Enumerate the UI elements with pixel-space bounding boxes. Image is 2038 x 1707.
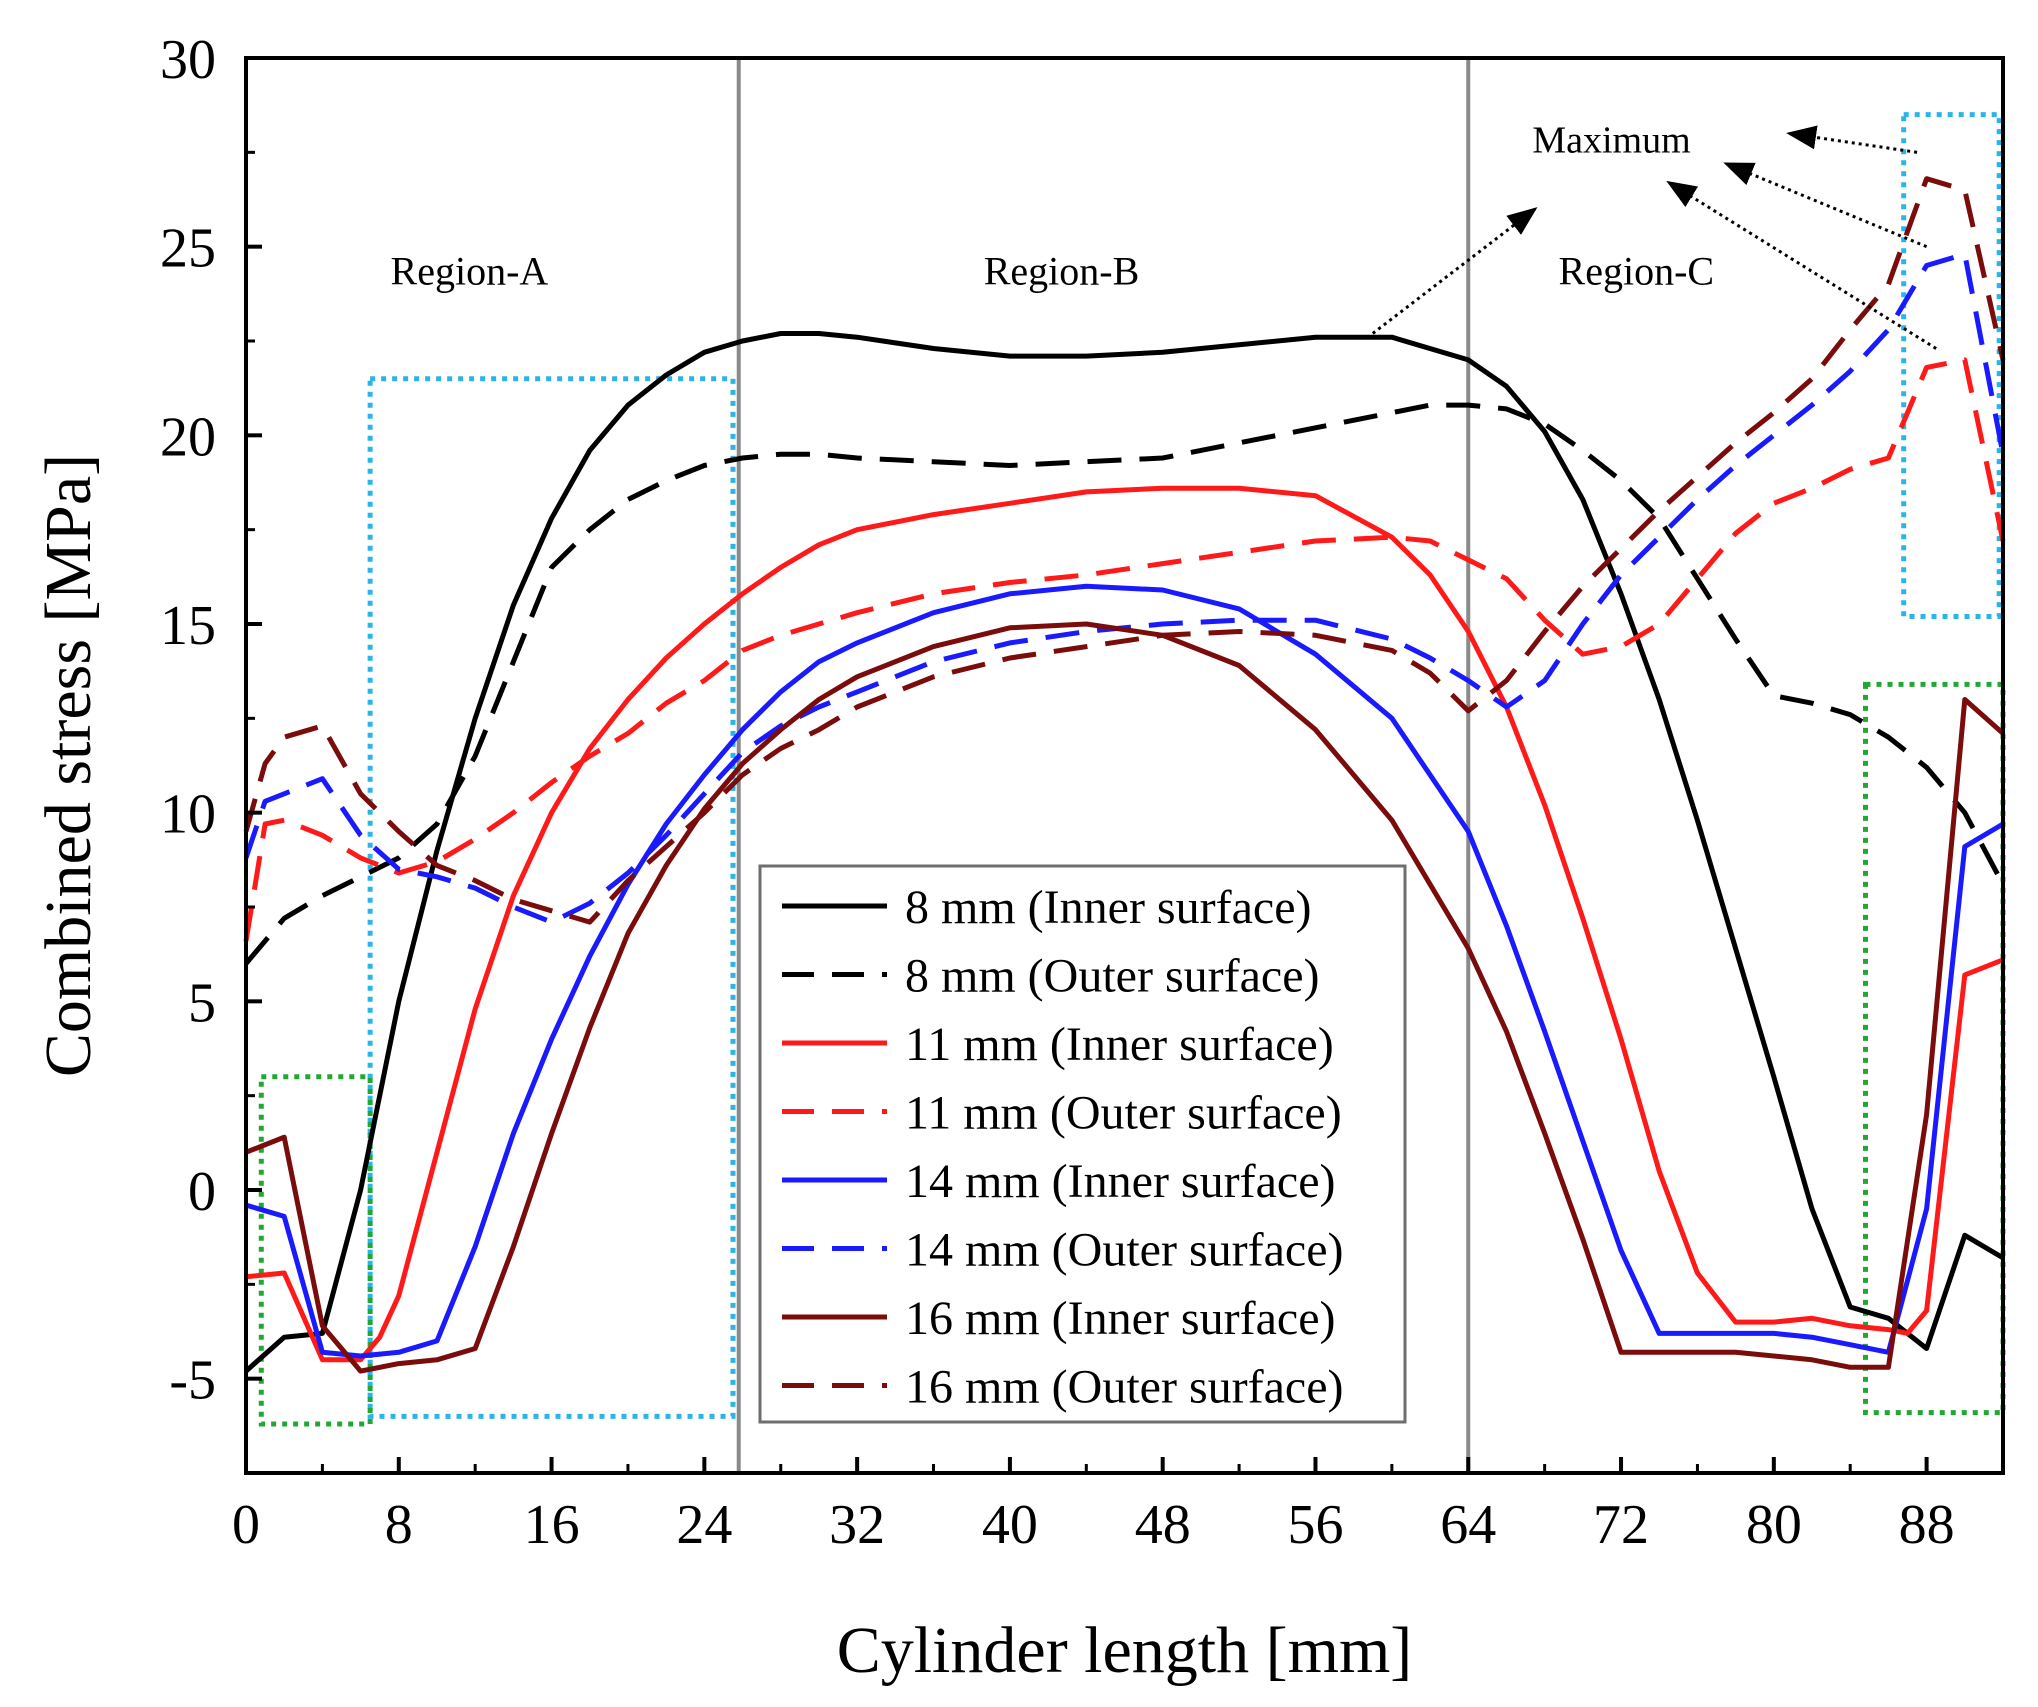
y-tick-label: 15 [160, 595, 216, 657]
series-line-4 [243, 357, 2006, 942]
legend-label-8: 16 mm (Outer surface) [905, 1361, 1344, 1414]
plot-frame [244, 56, 2005, 1475]
series-line-3 [245, 485, 2004, 1363]
legend-label-2: 8 mm (Outer surface) [905, 950, 1320, 1003]
maximum-arrow-2 [1786, 125, 1918, 154]
axis-ticks: 0 8 16 24 32 40 48 56 64 72 80 88 -5 0 5 10 15 20 25 30 [160, 29, 1955, 1556]
x-axis-title: Cylinder length [mm] [837, 1614, 1413, 1687]
legend-box [758, 864, 1407, 1424]
legend-label-5: 14 mm (Inner surface) [905, 1155, 1335, 1208]
legend-label-6: 14 mm (Outer surface) [905, 1224, 1344, 1277]
highlight-box-3 [258, 1074, 373, 1427]
region-label-3: Region-C [1559, 248, 1715, 293]
y-tick-label: 5 [188, 972, 216, 1034]
y-tick-label: 20 [160, 406, 216, 468]
highlight-box-4 [1862, 681, 2006, 1416]
legend: 8 mm (Inner surface) 8 mm (Outer surface)… [758, 864, 1407, 1424]
maximum-arrow-3 [1723, 162, 1928, 249]
y-tick-label: 0 [188, 1161, 216, 1223]
y-tick-label: 30 [160, 29, 216, 91]
x-tick-label: 80 [1746, 1494, 1802, 1556]
legend-label-4: 11 mm (Outer surface) [905, 1087, 1342, 1140]
region-labels: Region-A Region-B Region-C [391, 248, 1715, 293]
x-tick-label: 72 [1593, 1494, 1649, 1556]
x-tick-label: 48 [1135, 1494, 1191, 1556]
series-layer [243, 176, 2006, 1374]
series-line-8 [243, 176, 2006, 925]
x-tick-label: 24 [676, 1494, 732, 1556]
series-line-1 [244, 331, 2005, 1373]
y-tick-label: 25 [160, 218, 216, 280]
x-tick-label: 88 [1899, 1494, 1955, 1556]
x-tick-label: 8 [385, 1494, 413, 1556]
y-axis-title: Combined stress [MPa] [32, 454, 105, 1077]
legend-label-7: 16 mm (Inner surface) [905, 1292, 1335, 1345]
region-label-2: Region-B [984, 248, 1140, 293]
x-tick-label: 16 [524, 1494, 580, 1556]
series-line-5 [245, 583, 2005, 1359]
x-tick-label: 64 [1440, 1494, 1496, 1556]
x-tick-label: 32 [829, 1494, 885, 1556]
maximum-annotation: Maximum [1371, 119, 1937, 350]
series-line-6 [243, 251, 2006, 925]
region-label-1: Region-A [391, 248, 549, 293]
x-tick-label: 0 [232, 1494, 260, 1556]
x-tick-label: 40 [982, 1494, 1038, 1556]
highlight-boxes [258, 112, 2006, 1427]
legend-label-1: 8 mm (Inner surface) [905, 881, 1311, 934]
highlight-box-2 [1901, 112, 2002, 619]
maximum-label: Maximum [1532, 119, 1690, 161]
highlight-box-1 [367, 376, 736, 1419]
series-line-7 [245, 621, 2005, 1374]
x-tick-label: 56 [1287, 1494, 1343, 1556]
series-line-2 [244, 402, 2006, 966]
maximum-arrow-1 [1371, 207, 1538, 335]
y-tick-label: 10 [160, 784, 216, 846]
legend-label-3: 11 mm (Inner surface) [905, 1018, 1334, 1071]
y-tick-label: -5 [169, 1350, 216, 1412]
